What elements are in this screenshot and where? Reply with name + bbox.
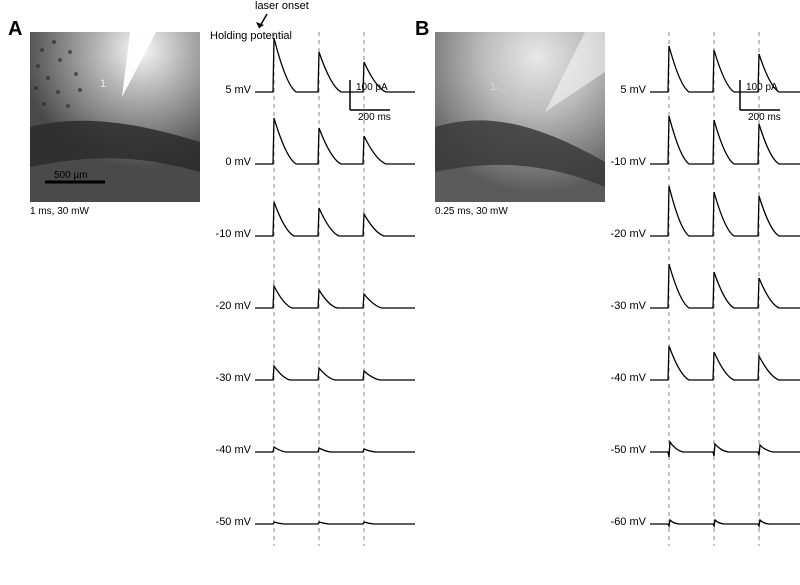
holding-potential-row-label: 0 mV bbox=[207, 156, 251, 168]
laser-onset-label: laser onset bbox=[255, 0, 309, 12]
trace-row bbox=[650, 520, 800, 526]
trace-row bbox=[255, 522, 415, 524]
holding-potential-row-label: -30 mV bbox=[602, 300, 646, 312]
holding-potential-row-label: -50 mV bbox=[602, 444, 646, 456]
panel-a-micrograph-caption: 1 ms, 30 mW bbox=[30, 206, 89, 217]
trace-row bbox=[650, 264, 800, 308]
trace-row bbox=[255, 286, 415, 308]
holding-potential-row-label: -40 mV bbox=[207, 444, 251, 456]
holding-potential-row-label: -50 mV bbox=[207, 516, 251, 528]
trace-row bbox=[255, 202, 415, 236]
svg-text:500 µm: 500 µm bbox=[54, 170, 88, 181]
trace-row bbox=[650, 186, 800, 236]
panel-a-scale-h-label: 200 ms bbox=[358, 112, 391, 123]
holding-potential-row-label: -20 mV bbox=[602, 228, 646, 240]
holding-potential-row-label: -10 mV bbox=[602, 156, 646, 168]
holding-potential-row-label: -20 mV bbox=[207, 300, 251, 312]
panel-b-scale-h-label: 200 ms bbox=[748, 112, 781, 123]
panel-a-micrograph: 1 500 µm bbox=[30, 32, 200, 202]
holding-potential-row-label: -40 mV bbox=[602, 372, 646, 384]
trace-row bbox=[650, 346, 800, 380]
panel-a-label: A bbox=[8, 18, 22, 41]
trace-row bbox=[650, 116, 800, 164]
panel-b-micrograph-caption: 0.25 ms, 30 mW bbox=[435, 206, 508, 217]
svg-text:1: 1 bbox=[490, 81, 496, 93]
panel-b-micrograph: 1 bbox=[435, 32, 605, 202]
trace-row bbox=[650, 442, 800, 457]
trace-row bbox=[255, 366, 415, 380]
panel-b-label: B bbox=[415, 18, 429, 41]
svg-text:1: 1 bbox=[100, 78, 106, 90]
holding-potential-row-label: -10 mV bbox=[207, 228, 251, 240]
holding-potential-row-label: 5 mV bbox=[602, 84, 646, 96]
panel-b-scale-v-label: 100 pA bbox=[746, 82, 778, 93]
trace-row bbox=[255, 447, 415, 452]
holding-potential-row-label: 5 mV bbox=[207, 84, 251, 96]
figure-root: A laser onset bbox=[0, 0, 800, 585]
panel-a-scale-v-label: 100 pA bbox=[356, 82, 388, 93]
holding-potential-row-label: -60 mV bbox=[602, 516, 646, 528]
holding-potential-row-label: -30 mV bbox=[207, 372, 251, 384]
trace-row bbox=[255, 118, 415, 164]
